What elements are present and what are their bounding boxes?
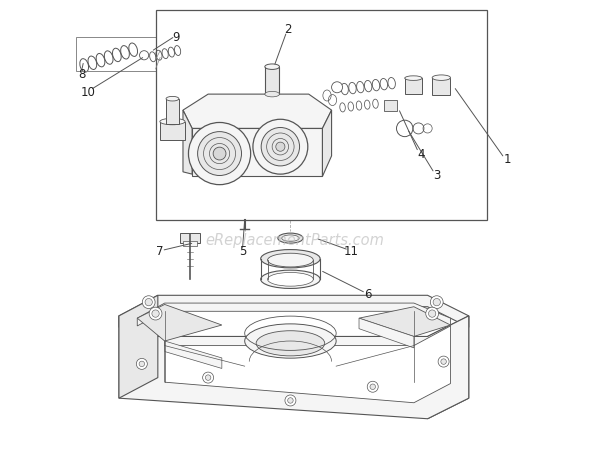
Ellipse shape xyxy=(166,97,179,102)
Ellipse shape xyxy=(268,254,313,267)
Circle shape xyxy=(142,296,155,309)
Bar xyxy=(180,233,200,243)
Circle shape xyxy=(367,381,378,392)
Circle shape xyxy=(285,395,296,406)
Circle shape xyxy=(430,296,443,309)
Ellipse shape xyxy=(268,273,313,286)
Text: 1: 1 xyxy=(504,152,512,165)
Ellipse shape xyxy=(261,270,320,289)
Ellipse shape xyxy=(405,77,422,81)
Circle shape xyxy=(261,128,300,167)
Ellipse shape xyxy=(261,250,320,268)
Text: 6: 6 xyxy=(365,288,372,301)
Text: 3: 3 xyxy=(433,168,440,181)
Polygon shape xyxy=(137,305,222,341)
Circle shape xyxy=(288,398,293,403)
Circle shape xyxy=(438,356,449,367)
Bar xyxy=(384,101,397,112)
Polygon shape xyxy=(183,111,192,175)
Circle shape xyxy=(136,358,148,369)
Text: 9: 9 xyxy=(172,31,180,45)
Bar xyxy=(156,11,487,220)
Circle shape xyxy=(276,143,285,152)
Circle shape xyxy=(188,123,251,185)
Circle shape xyxy=(149,308,162,320)
Ellipse shape xyxy=(265,92,280,98)
Circle shape xyxy=(370,384,375,390)
Circle shape xyxy=(332,83,343,94)
Ellipse shape xyxy=(278,234,303,244)
Ellipse shape xyxy=(160,119,185,125)
Ellipse shape xyxy=(282,235,299,242)
Circle shape xyxy=(426,308,438,320)
Circle shape xyxy=(198,132,241,176)
Text: 2: 2 xyxy=(284,23,292,36)
Text: 8: 8 xyxy=(78,68,85,81)
Bar xyxy=(166,100,179,124)
Polygon shape xyxy=(359,307,450,337)
Circle shape xyxy=(145,299,152,306)
Text: 4: 4 xyxy=(417,148,424,161)
Text: eReplacementParts.com: eReplacementParts.com xyxy=(205,232,385,247)
Bar xyxy=(265,67,280,95)
Polygon shape xyxy=(165,341,222,369)
Polygon shape xyxy=(119,296,468,328)
Polygon shape xyxy=(359,319,414,348)
Bar xyxy=(76,38,156,72)
Circle shape xyxy=(428,310,436,318)
Polygon shape xyxy=(183,95,332,129)
Bar xyxy=(160,122,185,140)
Polygon shape xyxy=(428,316,468,419)
Text: 7: 7 xyxy=(156,245,164,258)
Circle shape xyxy=(202,372,214,383)
Bar xyxy=(432,78,450,96)
Ellipse shape xyxy=(256,331,324,356)
Ellipse shape xyxy=(245,324,336,358)
Circle shape xyxy=(213,148,226,161)
Bar xyxy=(405,79,422,95)
Ellipse shape xyxy=(265,65,280,70)
Polygon shape xyxy=(137,303,450,326)
Polygon shape xyxy=(322,111,332,177)
Polygon shape xyxy=(119,316,468,419)
Text: 10: 10 xyxy=(81,86,96,99)
Circle shape xyxy=(433,299,440,306)
Text: 11: 11 xyxy=(343,245,358,257)
Polygon shape xyxy=(119,296,158,398)
Circle shape xyxy=(396,121,413,137)
Circle shape xyxy=(140,51,149,61)
Circle shape xyxy=(205,375,211,381)
Polygon shape xyxy=(192,129,322,177)
Circle shape xyxy=(152,310,159,318)
Ellipse shape xyxy=(432,76,450,81)
Polygon shape xyxy=(165,312,450,403)
Bar xyxy=(182,242,197,246)
Circle shape xyxy=(441,359,447,364)
Circle shape xyxy=(139,361,145,367)
Circle shape xyxy=(253,120,308,175)
Text: 5: 5 xyxy=(239,245,246,258)
